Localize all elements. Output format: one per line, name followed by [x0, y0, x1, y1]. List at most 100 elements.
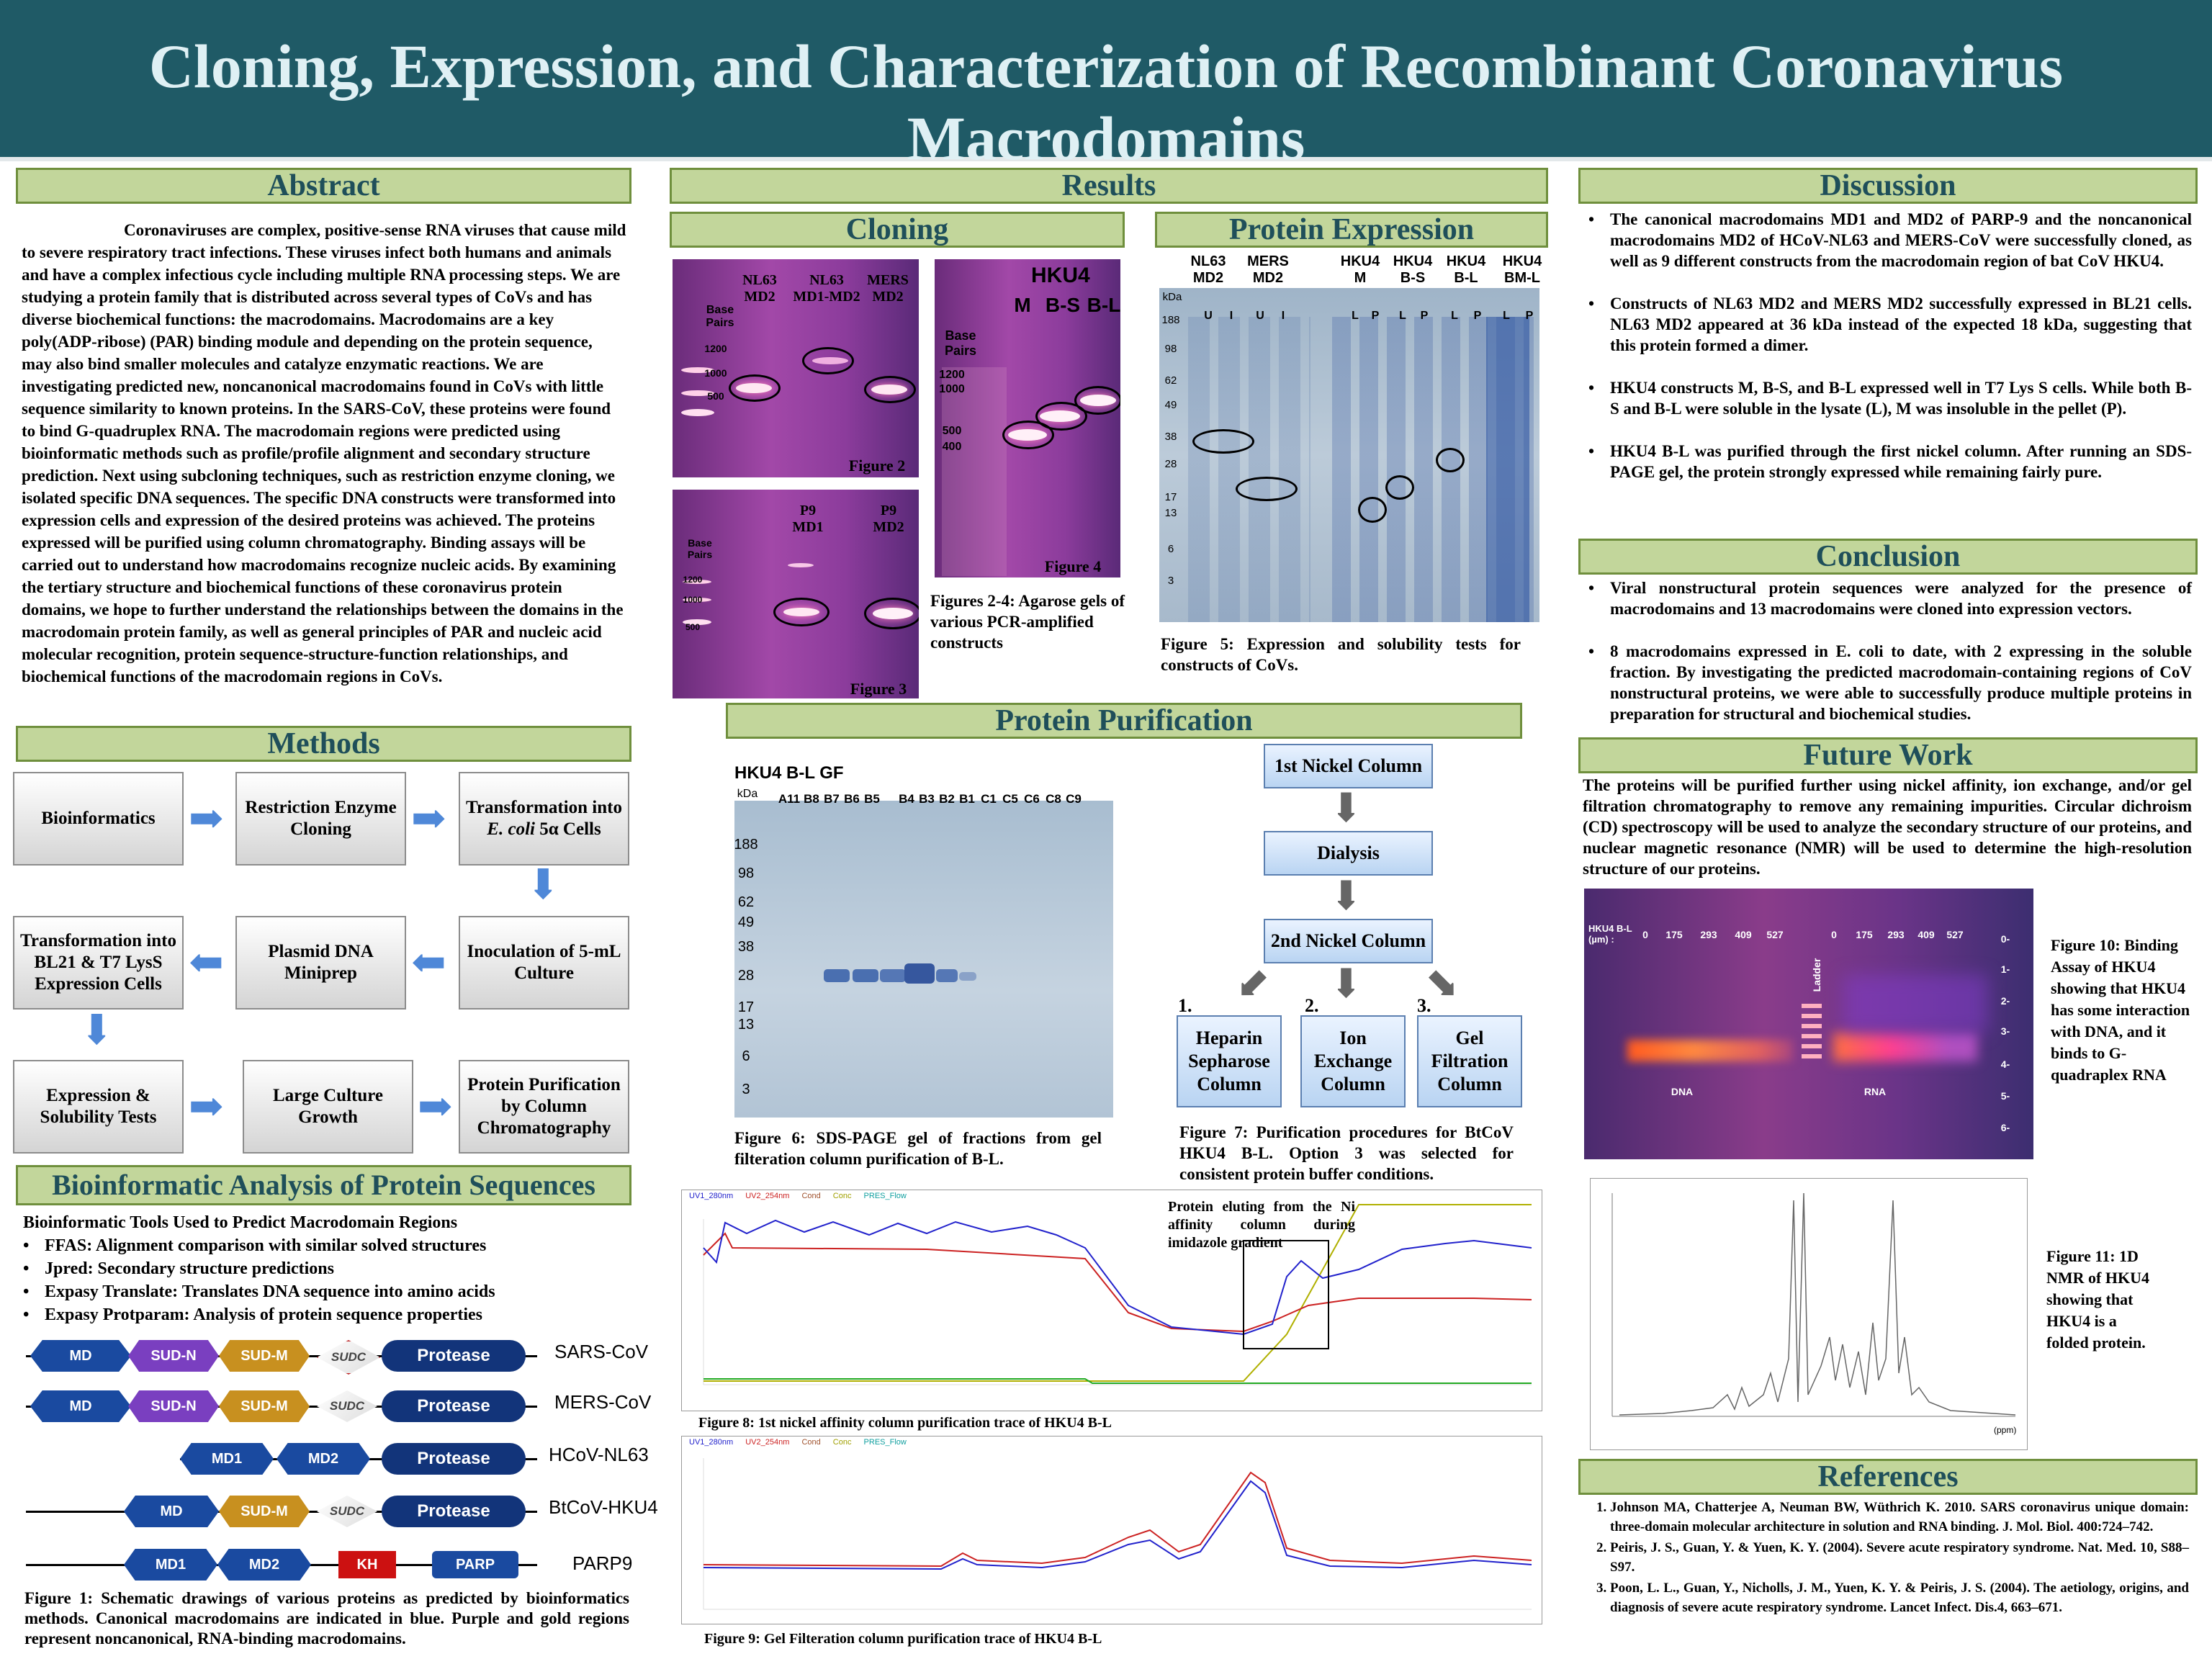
trace-annotation: Protein eluting from the Ni affinity col…: [1168, 1199, 1355, 1251]
lane-code: L: [1451, 310, 1458, 322]
poster-title: Cloning, Expression, and Characterizatio…: [148, 32, 2064, 173]
figure-6-gel: [734, 801, 1113, 1118]
highlight-circle: [1236, 477, 1298, 501]
future-work-header: Future Work: [1578, 737, 2198, 773]
rna-label: RNA: [1863, 1086, 1887, 1097]
lane-label: P9 MD1: [792, 503, 824, 535]
ladder-size: 500: [707, 390, 724, 402]
cloning-header: Cloning: [670, 212, 1125, 248]
figure-1-caption: Figure 1: Schematic drawings of various …: [24, 1589, 629, 1647]
method-restriction-cloning: Restriction Enzyme Cloning: [235, 772, 406, 866]
legend-item: Cond: [801, 1438, 821, 1447]
lane-group-label: HKU4 B-S: [1393, 253, 1433, 286]
ladder-size: 1000: [704, 367, 727, 379]
fraction-label: B4: [899, 792, 914, 806]
protein-name: BtCoV-HKU4: [549, 1496, 658, 1518]
figure-8-caption: Figure 8: 1st nickel affinity column pur…: [698, 1415, 1112, 1431]
method-bioinformatics: Bioinformatics: [13, 772, 184, 866]
legend-item: UV2_254nm: [745, 1438, 790, 1447]
domain-md1: MD1: [124, 1549, 217, 1581]
tool-item: Expasy Translate: Translates DNA sequenc…: [23, 1280, 628, 1303]
gel-title: HKU4 B-L GF: [734, 763, 844, 783]
marker-label: 28: [737, 968, 755, 984]
scale-label: 2-: [2000, 995, 2010, 1007]
lane-label: B-S: [1045, 294, 1081, 316]
highlight-circle: [864, 598, 919, 629]
method-column-purification: Protein Purification by Column Chromatog…: [459, 1060, 629, 1154]
lane-label: B-L: [1087, 294, 1121, 316]
references-header: References: [1578, 1459, 2198, 1495]
reference-item: Poon, L. L., Guan, Y., Nicholls, J. M., …: [1610, 1578, 2189, 1617]
marker-label: 38: [1164, 431, 1177, 443]
conclusion-item: 8 macrodomains expressed in E. coli to d…: [1588, 641, 2192, 724]
highlight-circle: [864, 376, 916, 403]
gel-title: HKU4: [1031, 264, 1090, 287]
domain-protease: Protease: [382, 1443, 526, 1475]
conclusion-header: Conclusion: [1578, 539, 2198, 575]
step-second-nickel: 2nd Nickel Column: [1264, 919, 1433, 963]
option-heparin-column: Heparin Sepharose Column: [1177, 1015, 1282, 1107]
lane-code: L: [1352, 310, 1359, 322]
flow-arrow-left-icon: ⬅: [411, 939, 446, 986]
concentration-label: 293: [1887, 929, 1905, 940]
protein-expression-header: Protein Expression: [1155, 212, 1548, 248]
domain-kh: KH: [338, 1551, 396, 1578]
marker-label: 3: [742, 1082, 750, 1097]
figure-label: Figure 3: [850, 680, 907, 698]
lane-code: I: [1229, 310, 1233, 322]
bioinfo-header: Bioinformatic Analysis of Protein Sequen…: [16, 1165, 631, 1205]
option-number: 3.: [1417, 995, 1431, 1016]
ladder-size: 500: [942, 425, 962, 437]
ladder-band: [683, 619, 711, 625]
marker-label: 13: [737, 1017, 755, 1033]
legend-item: Conc: [832, 1438, 852, 1447]
gel-axis-label: HKU4 B-L (µm) :: [1588, 923, 1632, 945]
flow-arrow-down-icon: ⬇: [1329, 874, 1363, 919]
figure-11-nmr: (ppm): [1590, 1178, 2028, 1450]
fraction-label: B3: [919, 792, 935, 806]
lane-code: U: [1256, 310, 1264, 322]
concentration-label: 175: [1665, 929, 1683, 940]
domain-sud-m: SUD-M: [219, 1340, 310, 1372]
highlight-circle: [729, 374, 781, 402]
domain-protease: Protease: [382, 1496, 526, 1527]
method-transformation-5a: Transformation into E. coli 5α Cells: [459, 772, 629, 866]
highlight-circle: [1074, 386, 1120, 415]
lane-label: NL63 MD2: [742, 272, 777, 305]
protein-band: [880, 969, 906, 982]
tool-item: Jpred: Secondary structure predictions: [23, 1257, 628, 1280]
lane-code: P: [1420, 310, 1429, 322]
domain-md: MD: [30, 1390, 131, 1422]
references-list: Johnson MA, Chatterjee A, Neuman BW, Wüt…: [1584, 1498, 2189, 1619]
marker-label: 49: [737, 914, 755, 930]
lane-label: M: [1014, 294, 1031, 316]
lane-code: L: [1399, 310, 1406, 322]
ladder-band: [681, 409, 714, 416]
trace-legend: UV1_280nm UV2_254nm Cond Conc PRES_Flow: [689, 1192, 907, 1200]
discussion-list: The canonical macrodomains MD1 and MD2 o…: [1584, 209, 2192, 504]
protein-purification-header: Protein Purification: [726, 703, 1522, 739]
legend-item: PRES_Flow: [863, 1192, 907, 1200]
domain-md1: MD1: [180, 1443, 274, 1475]
bioinfo-tools-title: Bioinformatic Tools Used to Predict Macr…: [23, 1213, 458, 1232]
highlight-circle: [1436, 448, 1465, 472]
figure-3-gel: [673, 490, 919, 698]
base-pairs-label: Base Pairs: [706, 304, 734, 329]
fraction-label: B2: [939, 792, 955, 806]
base-pairs-label: Base Pairs: [687, 537, 713, 560]
discussion-header: Discussion: [1578, 168, 2198, 204]
lane-code: L: [1503, 310, 1510, 322]
fraction-label: C6: [1024, 792, 1040, 806]
highlight-circle: [1035, 402, 1087, 431]
ladder-size: 500: [685, 622, 701, 632]
lane-label: P9 MD2: [873, 503, 904, 535]
domain-sudc: SUDC: [317, 1496, 377, 1527]
flow-arrow-down-icon: ⬇: [79, 1007, 114, 1053]
method-inoculation: Inoculation of 5-mL Culture: [459, 916, 629, 1010]
domain-sud-m: SUD-M: [219, 1390, 310, 1422]
legend-item: UV2_254nm: [745, 1192, 790, 1200]
concentration-label: 527: [1766, 929, 1784, 940]
concentration-label: 409: [1917, 929, 1935, 940]
bm-l-lane: [1486, 317, 1529, 622]
marker-label: 188: [1161, 314, 1180, 326]
